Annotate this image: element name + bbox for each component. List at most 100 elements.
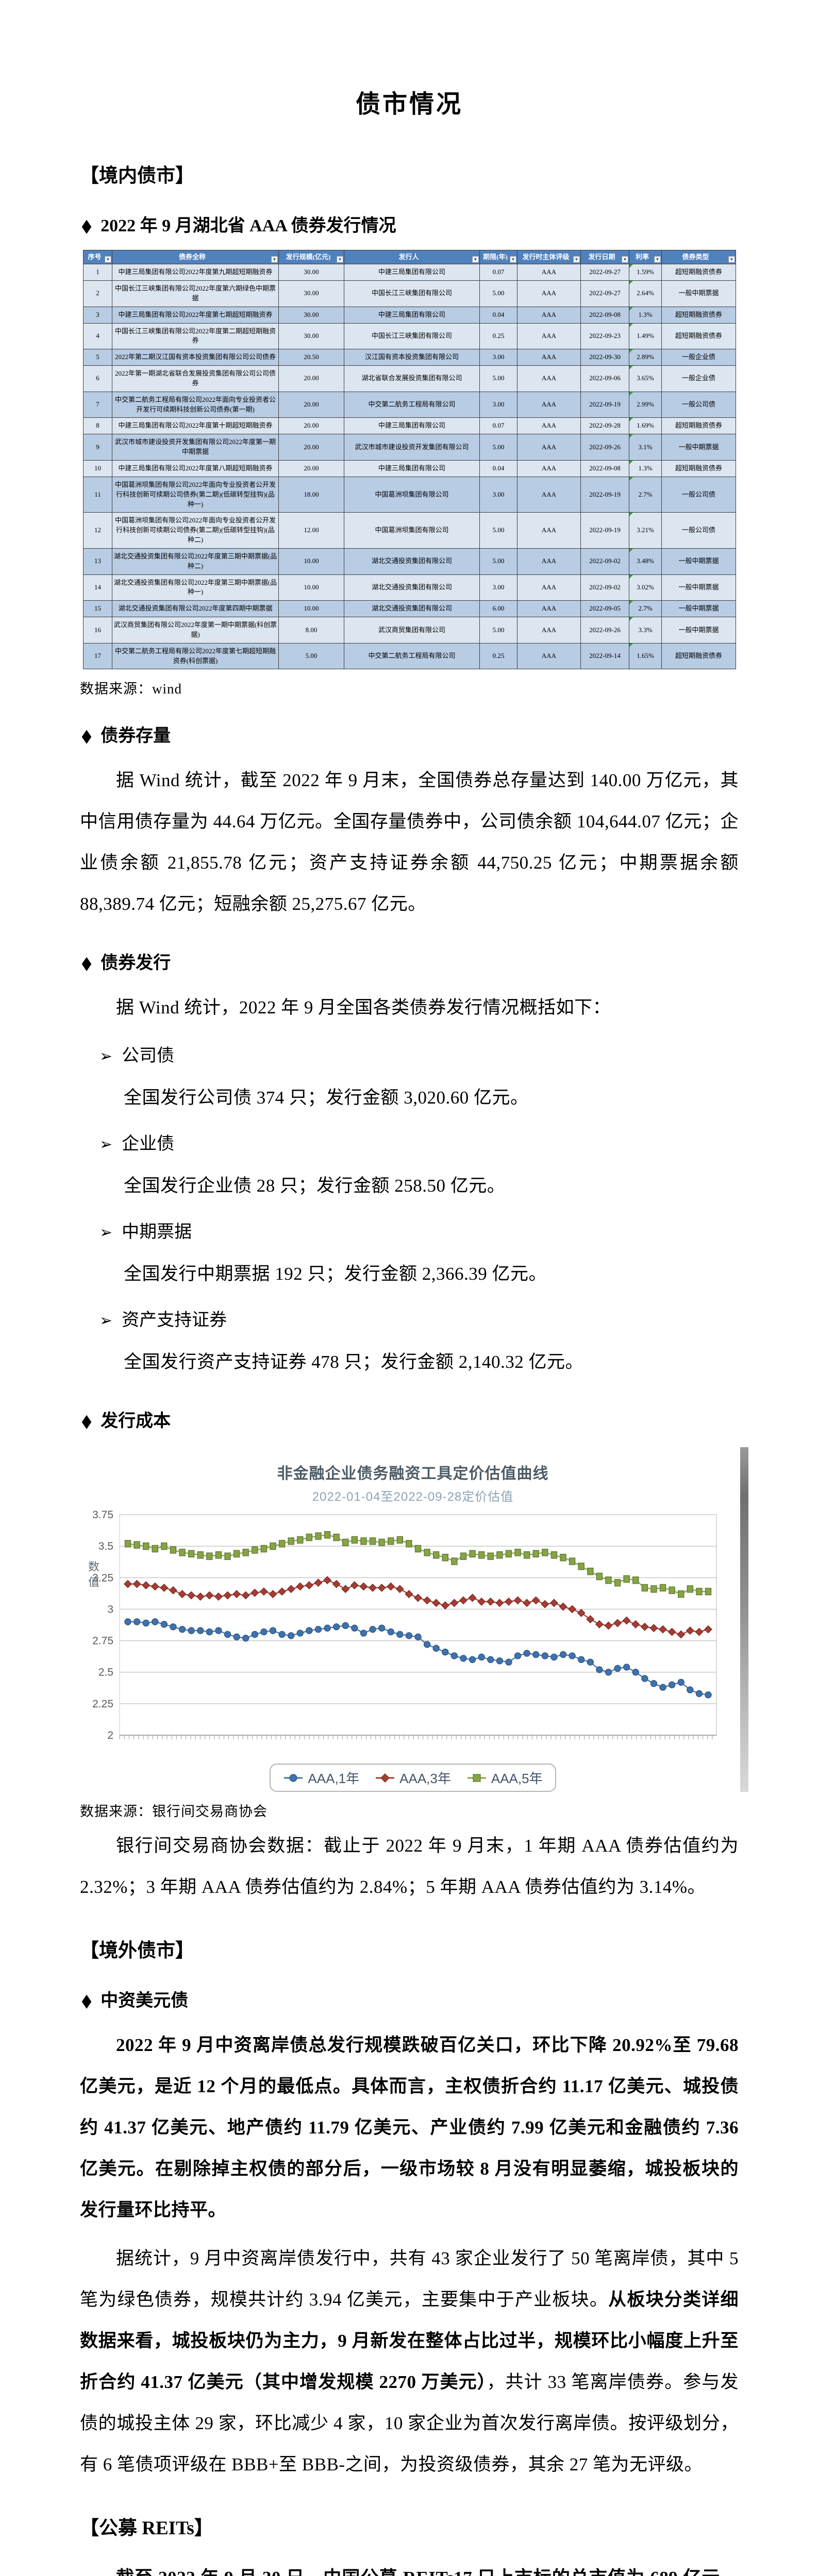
table-cell: 18.00 (278, 476, 344, 513)
table-cell: 2.64% (629, 280, 662, 307)
table-cell: 20.00 (278, 434, 344, 461)
text-run: 据统计，9 月中资离岸债发行中，共有 43 家企业发行了 50 笔离岸债，其中 … (80, 2248, 739, 2310)
table-cell: 1.69% (629, 417, 662, 435)
table-cell: 10.00 (278, 548, 344, 575)
issue-type-item: ➢ 资产支持证券 (80, 1300, 739, 1342)
filter-dropdown-icon[interactable]: ▼ (337, 256, 343, 263)
diamond-icon: ◆ (81, 1991, 92, 2011)
usd-bond-paragraph-2: 据统计，9 月中资离岸债发行中，共有 43 家企业发行了 50 笔离岸债，其中 … (80, 2238, 739, 2485)
table-cell: 2022-09-08 (580, 460, 629, 477)
table-cell: 中建三局集团有限公司2022年度第八期超短期融资券 (112, 460, 279, 477)
text-run: 截至 2022 年 9 月 30 日，中国公募 REITs17 只上市标的总市值… (80, 2568, 739, 2576)
table-cell: 12 (83, 512, 112, 549)
arrow-bullet-icon: ➢ (99, 1224, 113, 1242)
usd-bond-paragraph-1: 2022 年 9 月中资离岸债总发行规模跌破百亿关口，环比下降 20.92%至 … (80, 2025, 739, 2231)
table-cell: 0.07 (479, 264, 517, 281)
cell-error-flag-icon (629, 307, 633, 311)
cell-error-flag-icon (629, 548, 633, 552)
table-cell: 5.00 (479, 365, 517, 392)
table-cell: 0.04 (479, 460, 517, 477)
table-cell: 武汉市城市建设投资开发集团有限公司 (344, 434, 480, 461)
svg-text:3: 3 (107, 1604, 113, 1616)
table-cell: 一般企业债 (661, 365, 736, 392)
filter-dropdown-icon[interactable]: ▼ (271, 256, 278, 263)
table-cell: AAA (517, 323, 581, 350)
filter-dropdown-icon[interactable]: ▼ (728, 256, 735, 263)
table-column-header: 债券全称 ▼ (112, 250, 279, 265)
table-cell: 2022-09-26 (580, 434, 629, 461)
filter-dropdown-icon[interactable]: ▼ (472, 256, 479, 263)
table-cell: 30.00 (278, 280, 344, 307)
cell-error-flag-icon (629, 323, 633, 327)
table-cell: 2022-09-06 (580, 365, 629, 392)
filter-dropdown-icon[interactable]: ▼ (622, 256, 628, 263)
table-column-header: 发行时主体评级 ▼ (517, 250, 581, 265)
issue-type-item: ➢ 企业债 (80, 1124, 739, 1165)
filter-dropdown-icon[interactable]: ▼ (573, 256, 580, 263)
filter-dropdown-icon[interactable]: ▼ (105, 256, 111, 263)
bond-stock-heading: ◆ 债券存量 (80, 721, 739, 747)
svg-text:3.25: 3.25 (92, 1572, 113, 1584)
table-cell: AAA (517, 365, 581, 392)
table-cell: 一般中期票据 (661, 574, 736, 601)
table-cell: 武汉市城市建设投资开发集团有限公司2022年度第一期中期票据 (112, 434, 279, 461)
legend-item: AAA,1年 (283, 1768, 359, 1787)
table-cell: 2022-09-02 (580, 574, 629, 601)
table-cell: 1 (83, 264, 112, 281)
table-cell: 14 (83, 574, 112, 601)
table-row: 15 湖北交通投资集团有限公司2022年度第四期中期票据 10.00 湖北交通投资集团… (83, 600, 736, 618)
nafmii-valuation-paragraph: 银行间交易商协会数据：截止于 2022 年 9 月末，1 年期 AAA 债券估值… (80, 1825, 739, 1908)
table-cell: 2022-09-27 (580, 264, 629, 281)
table-cell: 武汉商贸集团有限公司 (344, 617, 480, 643)
issue-type-item: ➢ 公司债 (80, 1036, 739, 1077)
table-cell: 5.00 (479, 434, 517, 461)
text-run: 从板块分类详细数据来看，城投板块仍为主力，9 月新发在整体占比过半，规模环比小幅… (80, 2290, 739, 2393)
table-cell: 2022-09-02 (580, 548, 629, 575)
chart-scrollbar[interactable] (740, 1447, 748, 1792)
text-run: 银行间交易商协会数据：截止于 2022 年 9 月末，1 年期 AAA 债券估值… (80, 1836, 739, 1897)
filter-dropdown-icon[interactable]: ▼ (654, 256, 661, 263)
table-cell: 20.00 (278, 365, 344, 392)
table-cell: 8 (83, 417, 112, 435)
table-cell: 中建三局集团有限公司 (344, 264, 480, 281)
table-cell: 中交第二航务工程局有限公司2022年面向专业投资者公开发行可续期科技创新公司债券… (112, 391, 279, 418)
table-column-header: 发行日期 ▼ (580, 250, 629, 265)
table-cell: 8.00 (278, 617, 344, 643)
issue-cost-title: 发行成本 (101, 1412, 171, 1431)
cell-error-flag-icon (629, 643, 633, 647)
table-cell: 12.00 (278, 512, 344, 549)
filter-dropdown-icon[interactable]: ▼ (510, 256, 516, 263)
table-cell: 3.21% (629, 512, 662, 549)
table-cell: 4 (83, 323, 112, 350)
issue-type-item: ➢ 中期票据 (80, 1212, 739, 1253)
chart-plot-area: 2 2.25 2.5 2.75 3 3.25 3.5 3.75 (92, 1509, 717, 1741)
table-cell: 9 (83, 434, 112, 461)
svg-text:2.5: 2.5 (98, 1667, 113, 1679)
issue-type-detail: 全国发行公司债 374 只；发行金额 3,020.60 亿元。 (124, 1088, 529, 1108)
table-cell: 中建三局集团有限公司 (344, 417, 480, 435)
table-cell: 一般中期票据 (661, 280, 736, 307)
table-cell: 13 (83, 548, 112, 575)
aaa-bond-issuance-table: 序号 ▼ 债券全称 ▼ 发行规模(亿元) ▼ 发行人 ▼ 期限(年) ▼ 发行时主体评级 ▼ 发行日期 ▼… (83, 250, 736, 670)
arrow-bullet-icon: ➢ (99, 1048, 113, 1065)
table-cell: 中国长江三峡集团有限公司2022年度第六期绿色中期票据 (112, 280, 279, 307)
table-cell: 一般中期票据 (661, 434, 736, 461)
cell-error-flag-icon (629, 366, 633, 370)
table-cell: 16 (83, 617, 112, 643)
table-row: 9 武汉市城市建设投资开发集团有限公司2022年度第一期中期票据 20.00 武汉市城… (83, 434, 736, 461)
text-run: 据 Wind 统计，截至 2022 年 9 月末，全国债券总存量达到 140.0… (80, 770, 739, 914)
legend-marker-icon (284, 1774, 303, 1782)
issue-type-label: 公司债 (122, 1046, 175, 1066)
column-header-label: 发行规模(亿元) (286, 252, 331, 261)
table-cell: 5.00 (479, 617, 517, 643)
table-cell: 2022年第一期湖北省联合发展投资集团有限公司公司债券 (112, 365, 279, 392)
table-cell: 2.89% (629, 349, 662, 366)
table-cell: 3.3% (629, 617, 662, 643)
table-cell: 湖北交通投资集团有限公司2022年度第三期中期票据(品种二) (112, 548, 279, 575)
issuance-table-title: 2022 年 9 月湖北省 AAA 债券发行情况 (101, 216, 396, 236)
table-row: 16 武汉商贸集团有限公司2022年度第一期中期票据(科创票据) 8.00 武汉商贸集… (83, 617, 736, 643)
cell-error-flag-icon (629, 513, 633, 517)
cell-error-flag-icon (629, 349, 633, 353)
table-cell: 20.50 (278, 349, 344, 366)
table-cell: 中建三局集团有限公司 (344, 460, 480, 477)
